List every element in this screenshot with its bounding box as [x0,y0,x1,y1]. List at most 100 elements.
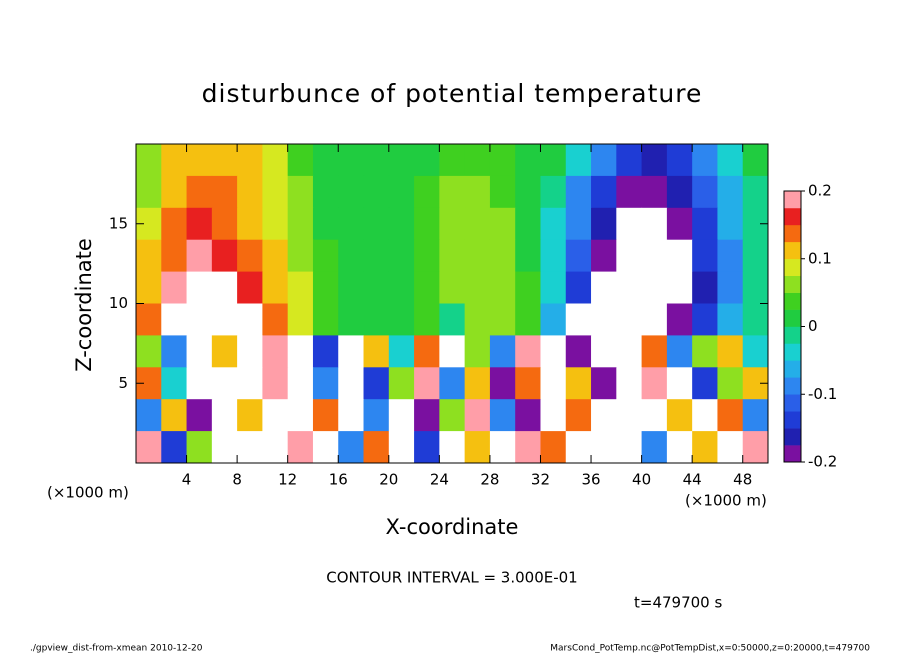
cell [414,431,440,464]
cell [515,399,541,432]
cell [641,175,668,209]
colorbar-band [784,258,801,276]
cell [464,431,491,464]
cell [717,367,744,400]
cell [540,431,567,464]
cell [692,399,718,432]
cell [616,207,643,241]
cell [439,431,466,464]
cell [414,399,440,432]
cell [666,271,693,304]
cell [287,239,314,273]
cell [540,399,567,432]
cell [692,144,718,177]
cell [717,399,744,432]
cell [666,175,693,209]
colorbar-band [784,343,801,361]
x-tick-label: 4 [182,471,192,489]
cell [591,367,617,400]
cell [136,335,162,368]
cell [717,335,744,368]
cell [237,399,263,432]
cell [515,303,541,336]
cell [565,335,592,368]
cell [338,239,365,273]
cell [287,367,314,400]
cell [136,399,162,432]
cell [515,431,541,464]
cell [692,271,718,304]
cell [717,303,744,336]
cell [616,303,643,336]
cell [666,207,693,241]
cell [515,144,541,177]
cell [312,303,339,336]
cell [565,144,592,177]
cell [338,335,365,368]
cell [489,175,516,209]
cell [287,335,314,368]
cell [717,207,744,241]
cell [717,175,744,209]
cell [338,271,365,304]
cell [237,144,263,177]
cell [312,239,339,273]
cell [161,271,188,304]
cell [464,207,491,241]
cell [489,399,516,432]
cell [186,175,213,209]
x-tick-label: 8 [232,471,242,489]
cell [388,271,415,304]
cell [692,367,718,400]
cell [489,367,516,400]
cell [161,335,188,368]
cell [262,399,289,432]
cell [287,271,314,304]
x-tick-label: 28 [480,471,499,489]
cell [262,144,289,177]
colorbar-band [784,207,801,226]
cell [161,399,188,432]
cell [616,271,643,304]
cell [312,399,339,432]
cell [287,431,314,464]
cell [237,335,263,368]
cell [641,367,668,400]
cell [211,144,238,177]
cell [742,303,769,336]
colorbar-band [784,275,801,293]
cell [565,175,592,209]
cell [464,271,491,304]
x-tick-label: 48 [733,471,752,489]
cell [565,239,592,273]
cell [287,207,314,241]
cell [211,303,238,336]
cell [591,271,617,304]
cell [414,239,440,273]
cell [666,431,693,464]
x-tick-label: 40 [632,471,651,489]
cell [414,271,440,304]
cell [666,144,693,177]
cell [591,335,617,368]
cell [591,399,617,432]
cell [363,303,390,336]
colorbar-band [784,428,801,446]
x-unit: (×1000 m) [685,492,767,510]
y-axis-label: Z-coordinate [72,238,96,372]
cell [388,367,415,400]
cell [363,271,390,304]
cell [262,271,289,304]
cell [540,271,567,304]
cell [161,303,188,336]
cell [515,335,541,368]
cell [565,431,592,464]
colorbar-band [784,224,801,243]
colorbar-band [784,309,801,327]
cell [515,239,541,273]
cell [464,335,491,368]
cell [641,399,668,432]
cell [692,239,718,273]
cell [464,175,491,209]
cell [186,239,213,273]
